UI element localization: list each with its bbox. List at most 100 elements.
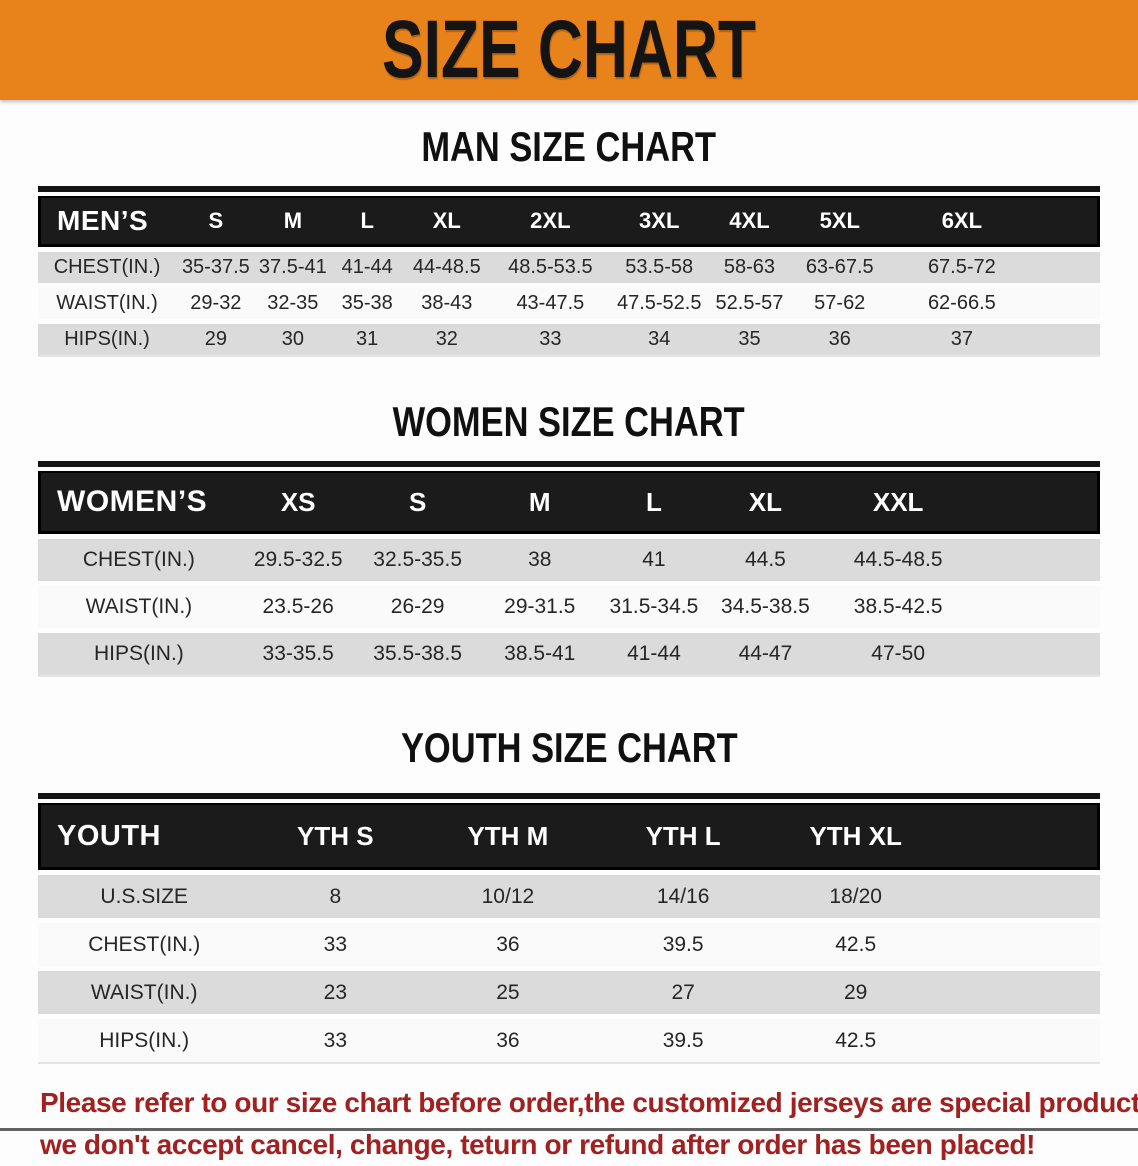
row-label: CHEST(IN.) [38,247,177,283]
women-size-chart-section: WOMEN SIZE CHART WOMEN’S XS S M L XL XXL CHEST(… [0,399,1138,677]
man-section-title: MAN SIZE CHART [421,123,717,170]
row-label: CHEST(IN.) [38,534,240,581]
size-table: MEN’S S M L XL 2XL 3XL 4XL 5XL 6XL CHEST(IN.) 35-37… [38,196,1100,357]
size-table: YOUTH YTH S YTH M YTH L YTH XL U.S.SIZE 8 10/12… [38,803,1100,1064]
table-row: WAIST(IN.) 23 25 27 29 [38,966,1100,1014]
size-column-header: XXL [823,471,973,534]
youth-section-title: YOUTH SIZE CHART [400,724,738,771]
table-header-label: MEN’S [38,196,177,247]
size-cell: 33 [250,918,421,966]
size-column-header: YTH S [250,803,421,870]
table-header-row: MEN’S S M L XL 2XL 3XL 4XL 5XL 6XL [38,196,1100,247]
table-header-row: WOMEN’S XS S M L XL XXL [38,471,1100,534]
size-cell: 35.5-38.5 [356,628,479,677]
size-column-header: XL [707,471,824,534]
size-cell: 35-37.5 [176,247,256,283]
size-column-header: XL [404,196,490,247]
size-cell: 41-44 [330,247,405,283]
women-size-table: WOMEN’S XS S M L XL XXL CHEST(IN.) 29.5-32.5 32.5… [38,461,1100,677]
size-column-header: S [176,196,256,247]
table-row: HIPS(IN.) 33 36 39.5 42.5 [38,1014,1100,1064]
row-label: WAIST(IN.) [38,283,177,319]
size-cell: 41-44 [600,628,708,677]
size-cell: 48.5-53.5 [489,247,612,283]
table-top-border [38,186,1100,192]
spacer-cell [972,471,1100,534]
size-cell: 36 [791,319,888,357]
size-cell: 44.5-48.5 [823,534,973,581]
spacer-cell [940,803,1100,870]
size-cell: 10/12 [420,870,596,918]
size-cell: 42.5 [770,918,941,966]
size-cell: 67.5-72 [887,247,1037,283]
spacer-cell [972,628,1100,677]
size-cell: 32 [404,319,490,357]
size-cell: 39.5 [595,918,771,966]
row-label: U.S.SIZE [38,870,251,918]
size-cell: 27 [595,966,771,1014]
table-top-border [38,793,1100,799]
size-column-header: M [478,471,601,534]
man-size-chart-section: MAN SIZE CHART MEN’S S M L XL 2XL 3XL 4XL 5XL 6XL… [0,124,1138,357]
table-row: HIPS(IN.) 29 30 31 32 33 34 35 36 37 [38,319,1100,357]
size-cell: 34.5-38.5 [707,581,824,628]
row-label: HIPS(IN.) [38,628,240,677]
size-cell: 36 [420,1014,596,1064]
size-cell: 33 [489,319,612,357]
size-cell: 33-35.5 [239,628,357,677]
size-cell: 29 [176,319,256,357]
table-row: WAIST(IN.) 23.5-26 26-29 29-31.5 31.5-34.5 34… [38,581,1100,628]
table-header-row: YOUTH YTH S YTH M YTH L YTH XL [38,803,1100,870]
size-cell: 32.5-35.5 [356,534,479,581]
size-cell: 18/20 [770,870,941,918]
size-cell: 44.5 [707,534,824,581]
table-row: CHEST(IN.) 29.5-32.5 32.5-35.5 38 41 44.5 44.5… [38,534,1100,581]
size-cell: 52.5-57 [707,283,792,319]
man-size-table: MEN’S S M L XL 2XL 3XL 4XL 5XL 6XL CHEST(IN.) 35-37… [38,186,1100,357]
size-cell: 43-47.5 [489,283,612,319]
size-cell: 31 [330,319,405,357]
disclaimer-line-1: Please refer to our size chart before or… [40,1087,1138,1118]
table-row: U.S.SIZE 8 10/12 14/16 18/20 [38,870,1100,918]
youth-size-chart-section: YOUTH SIZE CHART YOUTH YTH S YTH M YTH L YTH… [0,725,1138,1064]
table-row: HIPS(IN.) 33-35.5 35.5-38.5 38.5-41 41-44 44-… [38,628,1100,677]
size-cell: 53.5-58 [611,247,707,283]
size-cell: 38.5-41 [478,628,601,677]
spacer-cell [940,966,1100,1014]
spacer-cell [1036,196,1100,247]
row-label: WAIST(IN.) [38,966,251,1014]
size-cell: 32-35 [255,283,331,319]
size-column-header: YTH XL [770,803,941,870]
size-cell: 47.5-52.5 [611,283,707,319]
size-cell: 63-67.5 [791,247,888,283]
youth-size-table: YOUTH YTH S YTH M YTH L YTH XL U.S.SIZE 8 10/12… [38,793,1100,1064]
size-cell: 39.5 [595,1014,771,1064]
size-cell: 36 [420,918,596,966]
size-cell: 44-47 [707,628,824,677]
size-cell: 44-48.5 [404,247,490,283]
size-cell: 29-32 [176,283,256,319]
size-cell: 8 [250,870,421,918]
table-top-border [38,461,1100,467]
size-column-header: YTH M [420,803,596,870]
women-section-title: WOMEN SIZE CHART [392,398,746,445]
size-cell: 42.5 [770,1014,941,1064]
disclaimer-text: Please refer to our size chart before or… [40,1082,1138,1166]
spacer-cell [972,581,1100,628]
size-cell: 23 [250,966,421,1014]
size-cell: 25 [420,966,596,1014]
spacer-cell [1036,247,1100,283]
size-cell: 29-31.5 [478,581,601,628]
row-label: WAIST(IN.) [38,581,240,628]
size-column-header: 6XL [887,196,1037,247]
size-cell: 47-50 [823,628,973,677]
size-column-header: XS [239,471,357,534]
size-cell: 38 [478,534,601,581]
table-row: WAIST(IN.) 29-32 32-35 35-38 38-43 43-47.5 47.… [38,283,1100,319]
row-label: HIPS(IN.) [38,1014,251,1064]
size-column-header: 4XL [707,196,792,247]
bottom-edge-line [0,1128,1138,1131]
banner-title: SIZE CHART [382,4,756,95]
size-column-header: M [255,196,331,247]
size-cell: 35-38 [330,283,405,319]
